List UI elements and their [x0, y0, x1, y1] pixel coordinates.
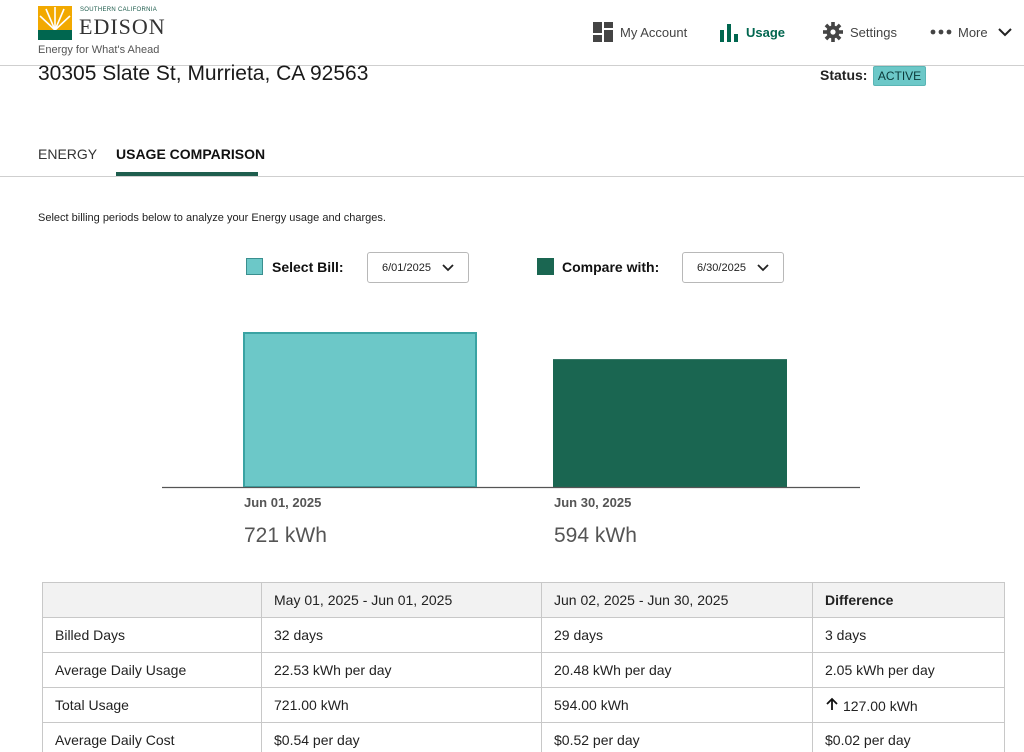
tab-energy[interactable]: ENERGY: [38, 146, 98, 162]
period-1-value: 22.53 kWh per day: [261, 652, 542, 688]
service-address: 30305 Slate St, Murrieta, CA 92563: [38, 62, 369, 85]
tab-bar: ENERGY USAGE COMPARISON: [0, 140, 1024, 177]
compare-value: 6/30/2025: [697, 262, 746, 274]
difference-value: 127.00 kWh: [843, 697, 918, 714]
table-row: Billed Days 32 days 29 days 3 days: [42, 617, 1005, 653]
status-badge: ACTIVE: [873, 66, 926, 86]
difference-cell: 2.05 kWh per day: [812, 652, 1005, 688]
bar-date-label: Jun 30, 2025: [554, 495, 632, 510]
row-label: Billed Days: [42, 617, 262, 653]
period-1-value: 721.00 kWh: [261, 687, 542, 723]
period-2-value: 29 days: [541, 617, 813, 653]
nav-usage-label: Usage: [746, 24, 786, 40]
table-header-row: May 01, 2025 - Jun 01, 2025 Jun 02, 2025…: [42, 582, 1005, 618]
status-label: Status:: [820, 67, 868, 83]
bar-kwh-label: 721 kWh: [244, 524, 327, 547]
edison-logo[interactable]: SOUTHERN CALIFORNIA EDISON Energy for Wh…: [38, 6, 178, 58]
arrow-up-icon: [825, 697, 839, 714]
bar-chart-icon: [718, 21, 740, 43]
nav-more[interactable]: More: [930, 20, 1016, 44]
active-tab-indicator: [116, 172, 258, 176]
chart-bar-2[interactable]: [553, 359, 787, 488]
period-1-value: 32 days: [261, 617, 542, 653]
table-row: Average Daily Cost $0.54 per day $0.52 per…: [42, 722, 1005, 752]
difference-cell: 3 days: [812, 617, 1005, 653]
chevron-down-icon: [994, 21, 1016, 43]
difference-cell: $0.02 per day: [812, 722, 1005, 752]
period-2-value: $0.52 per day: [541, 722, 813, 752]
select-bill-value: 6/01/2025: [382, 262, 431, 274]
row-label: Total Usage: [42, 687, 262, 723]
more-dots-icon: [930, 21, 952, 43]
nav-settings-label: Settings: [850, 24, 897, 40]
tab-usage-comparison[interactable]: USAGE COMPARISON: [116, 146, 266, 162]
nav-settings[interactable]: Settings: [822, 20, 897, 44]
difference-value: $0.02 per day: [825, 732, 911, 748]
difference-value: 2.05 kWh per day: [825, 662, 935, 678]
select-bill-dropdown[interactable]: 6/01/2025: [367, 252, 469, 283]
nav-my-account-label: My Account: [620, 24, 688, 40]
select-bill-label: Select Bill:: [272, 259, 344, 275]
compare-dropdown[interactable]: 6/30/2025: [682, 252, 784, 283]
header-difference: Difference: [812, 582, 1005, 618]
period-2-value: 20.48 kWh per day: [541, 652, 813, 688]
usage-comparison-chart: Jun 01, 2025 721 kWh Jun 30, 2025 594 kWh: [162, 300, 862, 560]
nav-my-account[interactable]: My Account: [592, 20, 687, 44]
bar-chart-svg: [162, 332, 860, 489]
compare-label: Compare with:: [562, 259, 660, 275]
logo-tagline: Energy for What's Ahead: [38, 44, 160, 56]
header-period-2: Jun 02, 2025 - Jun 30, 2025: [541, 582, 813, 618]
instructions-text: Select billing periods below to analyze …: [38, 212, 386, 224]
row-label: Average Daily Cost: [42, 722, 262, 752]
compare-swatch: [537, 258, 554, 275]
dashboard-icon: [592, 21, 614, 43]
row-label: Average Daily Usage: [42, 652, 262, 688]
header-empty: [42, 582, 262, 618]
table-row: Total Usage 721.00 kWh 594.00 kWh 127.00 kW…: [42, 687, 1005, 723]
top-header: SOUTHERN CALIFORNIA EDISON Energy for Wh…: [0, 0, 1024, 66]
logo-brand: EDISON: [79, 14, 166, 39]
table-row: Average Daily Usage 22.53 kWh per day 20.4…: [42, 652, 1005, 688]
select-bill-swatch: [246, 258, 263, 275]
bar-kwh-label: 594 kWh: [554, 524, 637, 547]
period-2-value: 594.00 kWh: [541, 687, 813, 723]
period-1-value: $0.54 per day: [261, 722, 542, 752]
chevron-down-icon: [757, 264, 769, 272]
difference-value: 3 days: [825, 627, 867, 643]
difference-cell: 127.00 kWh: [812, 687, 1005, 723]
header-period-1: May 01, 2025 - Jun 01, 2025: [261, 582, 542, 618]
bar-date-label: Jun 01, 2025: [244, 495, 322, 510]
chart-bar-1[interactable]: [243, 332, 477, 488]
chevron-down-icon: [442, 264, 454, 272]
logo-small-text: SOUTHERN CALIFORNIA: [80, 7, 158, 13]
nav-more-label: More: [958, 24, 988, 40]
sun-logo-icon: [38, 6, 72, 40]
nav-usage[interactable]: Usage: [718, 20, 785, 44]
comparison-table: May 01, 2025 - Jun 01, 2025 Jun 02, 2025…: [42, 582, 1005, 752]
gear-icon: [822, 21, 844, 43]
